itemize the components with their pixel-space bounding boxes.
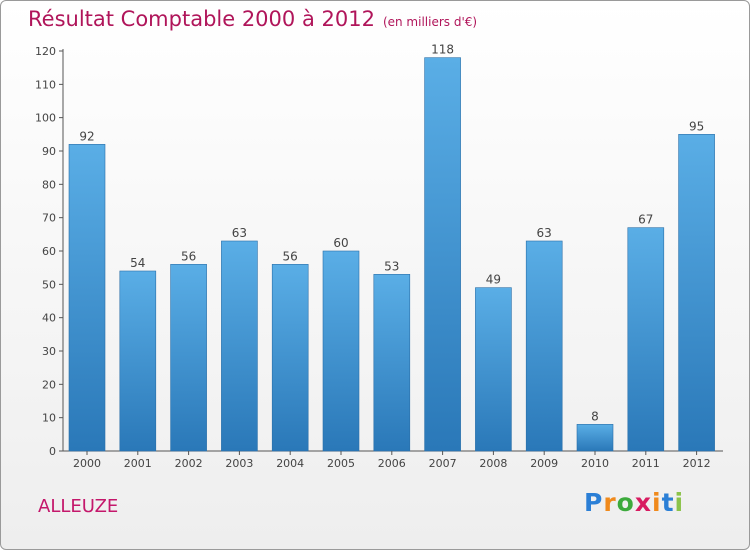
- y-tick-label: 20: [42, 378, 56, 391]
- bar-2000: [68, 144, 106, 452]
- y-tick-label: 70: [42, 212, 56, 225]
- logo-letter: i: [652, 488, 662, 517]
- data-label-2010: 8: [591, 409, 599, 423]
- bar-2005: [322, 250, 360, 452]
- bar-2010: [576, 424, 614, 452]
- logo-letter: t: [661, 488, 675, 517]
- bar-2006: [373, 274, 411, 452]
- location-name: ALLEUZE: [38, 496, 119, 517]
- x-tick-label: 2000: [73, 457, 101, 470]
- data-label-2007: 118: [431, 43, 454, 57]
- x-tick-label: 2010: [581, 457, 609, 470]
- y-tick-label: 10: [42, 412, 56, 425]
- y-tick-label: 110: [35, 78, 56, 91]
- y-tick-label: 30: [42, 345, 56, 358]
- bar-2007: [424, 57, 461, 452]
- y-tick-label: 100: [35, 112, 56, 125]
- x-tick-label: 2001: [124, 457, 152, 470]
- logo-letter: P: [584, 488, 604, 517]
- y-tick-label: 50: [42, 278, 56, 291]
- bar-2002: [170, 264, 207, 452]
- x-tick-label: 2006: [378, 457, 406, 470]
- chart-title: Résultat Comptable 2000 à 2012 (en millie…: [28, 7, 477, 31]
- data-label-2002: 56: [181, 249, 196, 263]
- chart-title-text: Résultat Comptable 2000 à 2012: [28, 7, 375, 31]
- data-label-2012: 95: [689, 119, 704, 133]
- y-tick-label: 40: [42, 312, 56, 325]
- y-tick-label: 90: [42, 145, 56, 158]
- x-tick-label: 2012: [683, 457, 711, 470]
- bar-2003: [221, 240, 258, 452]
- bar-2009: [525, 240, 563, 452]
- data-label-2011: 67: [638, 213, 653, 227]
- data-label-2006: 53: [384, 259, 399, 273]
- x-tick-label: 2009: [530, 457, 558, 470]
- y-tick-label: 80: [42, 178, 56, 191]
- data-label-2004: 56: [283, 249, 298, 263]
- data-label-2003: 63: [232, 226, 247, 240]
- y-tick-label: 60: [42, 245, 56, 258]
- y-tick-label: 0: [49, 445, 56, 458]
- bar-2001: [119, 270, 157, 452]
- x-tick-label: 2004: [276, 457, 304, 470]
- x-tick-label: 2003: [225, 457, 253, 470]
- x-tick-label: 2008: [479, 457, 507, 470]
- data-label-2009: 63: [537, 226, 552, 240]
- bar-2011: [627, 227, 665, 452]
- logo-letter: o: [616, 488, 635, 517]
- data-label-2008: 49: [486, 273, 501, 287]
- logo-letter: x: [634, 488, 652, 517]
- x-tick-label: 2005: [327, 457, 355, 470]
- data-label-2001: 54: [130, 256, 145, 270]
- data-label-2005: 60: [333, 236, 348, 250]
- chart-subtitle: (en milliers d'€): [382, 15, 478, 29]
- proxiti-logo[interactable]: Proxiti: [584, 488, 684, 517]
- data-label-2000: 92: [79, 129, 94, 143]
- bar-2004: [271, 264, 309, 452]
- y-tick-label: 120: [35, 45, 56, 58]
- bar-2012: [678, 134, 715, 452]
- x-tick-label: 2011: [632, 457, 660, 470]
- x-tick-label: 2007: [429, 457, 457, 470]
- logo-letter: i: [674, 488, 685, 517]
- logo-letter: r: [603, 488, 617, 517]
- bar-2008: [475, 287, 512, 452]
- x-tick-label: 2002: [175, 457, 203, 470]
